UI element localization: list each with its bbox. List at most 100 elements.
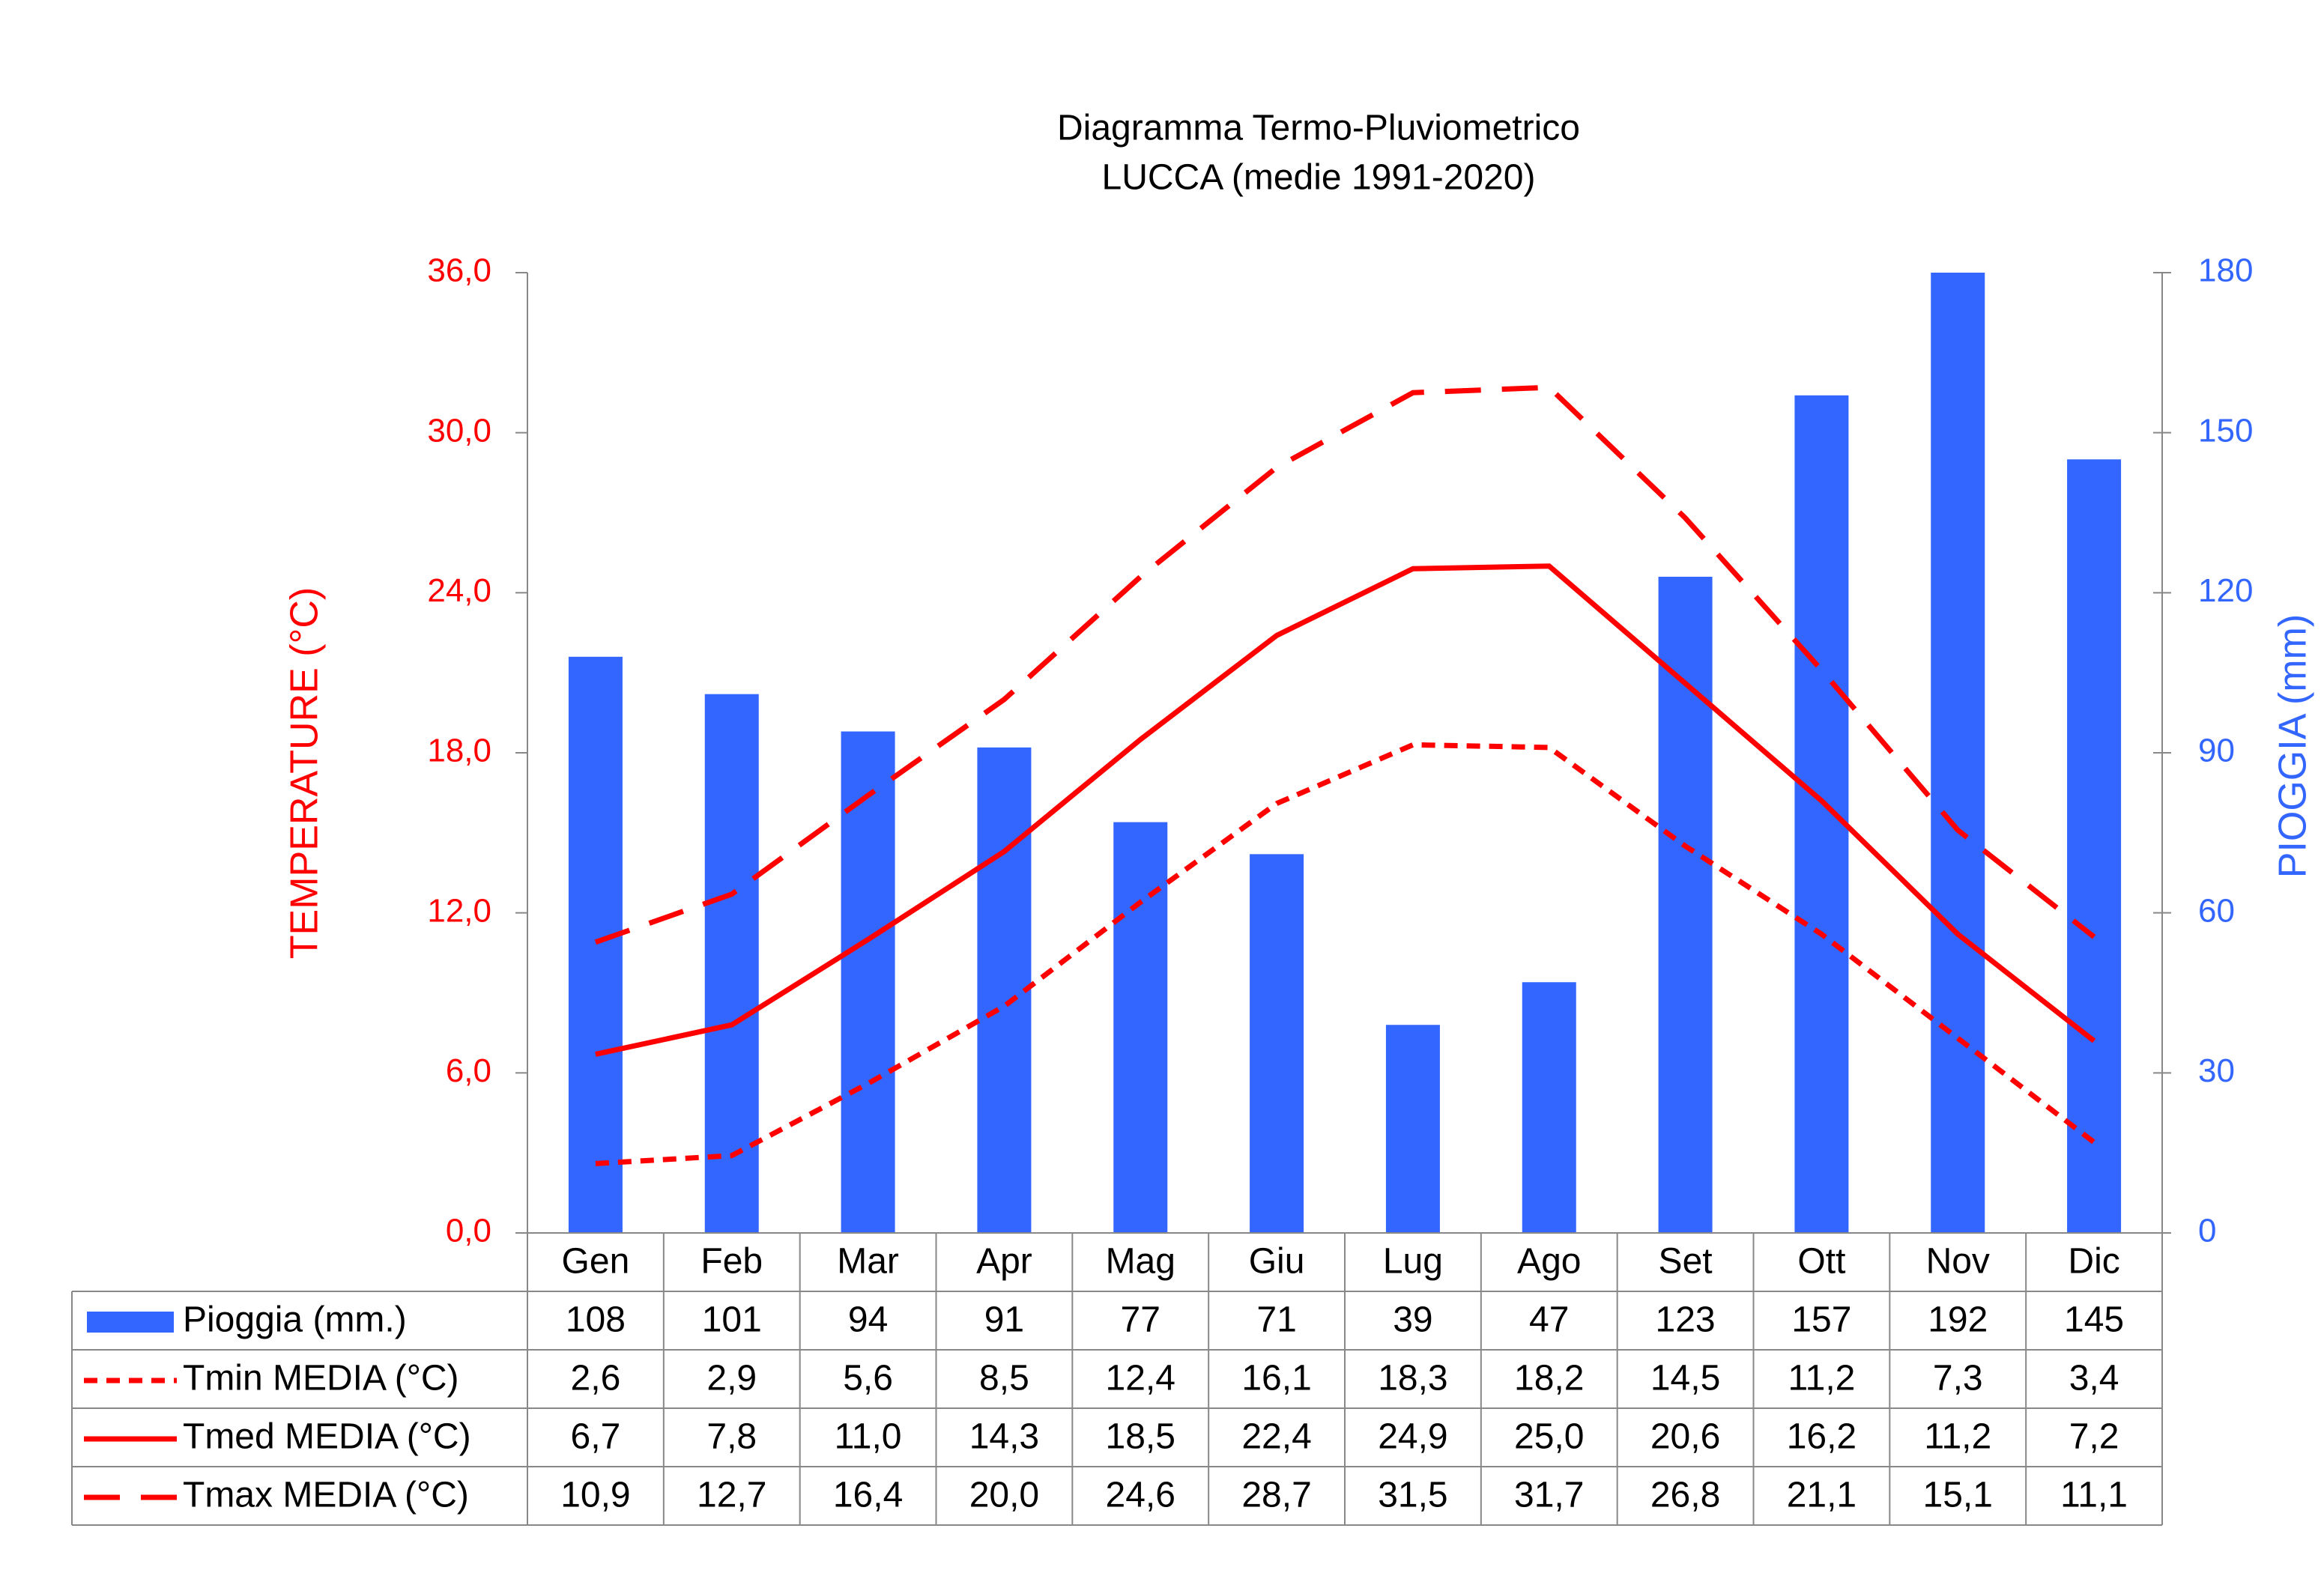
table-value: 16,2 (1787, 1417, 1857, 1457)
table-value: 11,2 (1788, 1359, 1855, 1398)
bar (1113, 822, 1168, 1233)
table-value: 25,0 (1514, 1417, 1584, 1457)
x-tick-label: Ago (1517, 1242, 1581, 1282)
table-value: 94 (848, 1300, 888, 1340)
x-tick-label: Set (1659, 1242, 1713, 1282)
bar (704, 694, 759, 1233)
table-value: 123 (1656, 1300, 1716, 1340)
y-tick-label: 6,0 (446, 1052, 491, 1089)
table-value: 31,7 (1514, 1476, 1584, 1515)
bar (1931, 273, 1985, 1233)
x-tick-label: Dic (2068, 1242, 2119, 1282)
x-tick-label: Feb (700, 1242, 763, 1282)
x-tick-label: Mar (837, 1242, 899, 1282)
line (595, 563, 2096, 1057)
x-tick-label: Nov (1926, 1242, 1990, 1282)
table-value: 11,1 (2060, 1476, 2128, 1515)
table-value: 2,6 (571, 1359, 621, 1398)
chart-title: Diagramma Termo-Pluviometrico (1057, 109, 1580, 148)
x-tick-label: Ott (1797, 1242, 1845, 1282)
table-value: 108 (566, 1300, 626, 1340)
table-value: 11,2 (1924, 1417, 1991, 1457)
line (594, 384, 2096, 945)
plot-area (568, 273, 2122, 1233)
y2-tick-label: 180 (2198, 252, 2253, 289)
bar (1385, 1025, 1440, 1233)
table-value: 7,8 (706, 1417, 757, 1457)
y-tick-label: 18,0 (427, 733, 491, 769)
table-value: 21,1 (1787, 1476, 1857, 1515)
table-value: 10,9 (560, 1476, 630, 1515)
table-value: 16,1 (1241, 1359, 1311, 1398)
bar (1522, 982, 1576, 1233)
table-value: 91 (984, 1300, 1024, 1340)
table-value: 18,5 (1106, 1417, 1175, 1457)
y2-tick-label: 90 (2198, 733, 2235, 769)
table-value: 14,5 (1650, 1359, 1720, 1398)
table-value: 12,4 (1106, 1359, 1175, 1398)
table-value: 20,6 (1650, 1417, 1720, 1457)
x-tick-label: Mag (1106, 1242, 1175, 1282)
table-value: 3,4 (2069, 1359, 2119, 1398)
table-value: 12,7 (697, 1476, 766, 1515)
table-value: 192 (1928, 1300, 1988, 1340)
table-value: 18,2 (1514, 1359, 1584, 1398)
table-value: 16,4 (833, 1476, 903, 1515)
x-tick-label: Apr (976, 1242, 1032, 1282)
table-value: 71 (1256, 1300, 1296, 1340)
table-value: 31,5 (1378, 1476, 1447, 1515)
bar (568, 656, 623, 1233)
table-value: 145 (2064, 1300, 2124, 1340)
y2-tick-label: 60 (2198, 892, 2235, 929)
bar (2067, 459, 2122, 1233)
table-value: 2,9 (706, 1359, 757, 1398)
x-tick-label: Lug (1383, 1242, 1443, 1282)
y2-axis-label: PIOGGIA (mm) (2272, 614, 2315, 878)
table-value: 15,1 (1923, 1476, 1993, 1515)
table-value: 11,0 (835, 1417, 902, 1457)
table-value: 6,7 (571, 1417, 621, 1457)
y-tick-label: 0,0 (446, 1213, 491, 1249)
bar (841, 731, 895, 1233)
legend-swatch (87, 1312, 174, 1333)
y-tick-label: 12,0 (427, 892, 491, 929)
bar (1794, 395, 1849, 1233)
table-value: 8,5 (979, 1359, 1029, 1398)
table-value: 5,6 (843, 1359, 893, 1398)
y-tick-label: 36,0 (427, 252, 491, 289)
y-axis-label: TEMPERATURE (°C) (283, 587, 327, 960)
y-tick-label: 30,0 (427, 412, 491, 449)
legend-label: Tmax MEDIA (°C) (183, 1476, 469, 1515)
y-tick-label: 24,0 (427, 572, 491, 609)
table-value: 7,2 (2069, 1417, 2119, 1457)
bar (1250, 854, 1304, 1233)
line (595, 742, 2096, 1166)
legend-label: Tmed MEDIA (°C) (183, 1417, 471, 1457)
table-value: 157 (1791, 1300, 1851, 1340)
table-value: 47 (1529, 1300, 1569, 1340)
legend-label: Pioggia (mm.) (183, 1300, 407, 1340)
bar (1658, 576, 1713, 1233)
table-value: 24,6 (1106, 1476, 1175, 1515)
y2-tick-label: 30 (2198, 1052, 2235, 1089)
table-value: 77 (1121, 1300, 1161, 1340)
table-value: 7,3 (1933, 1359, 1983, 1398)
table-value: 39 (1393, 1300, 1432, 1340)
bar (977, 747, 1032, 1233)
chart-subtitle: LUCCA (medie 1991-2020) (1102, 158, 1536, 198)
y2-tick-label: 150 (2198, 412, 2253, 449)
table-value: 24,9 (1378, 1417, 1447, 1457)
y2-tick-label: 0 (2198, 1213, 2216, 1249)
y2-tick-label: 120 (2198, 572, 2253, 609)
legend-label: Tmin MEDIA (°C) (183, 1359, 459, 1398)
x-tick-label: Giu (1249, 1242, 1305, 1282)
table-value: 101 (702, 1300, 762, 1340)
table-value: 18,3 (1378, 1359, 1447, 1398)
table-value: 28,7 (1241, 1476, 1311, 1515)
table-value: 26,8 (1650, 1476, 1720, 1515)
table-value: 20,0 (969, 1476, 1039, 1515)
table-value: 14,3 (969, 1417, 1039, 1457)
table-value: 22,4 (1241, 1417, 1311, 1457)
